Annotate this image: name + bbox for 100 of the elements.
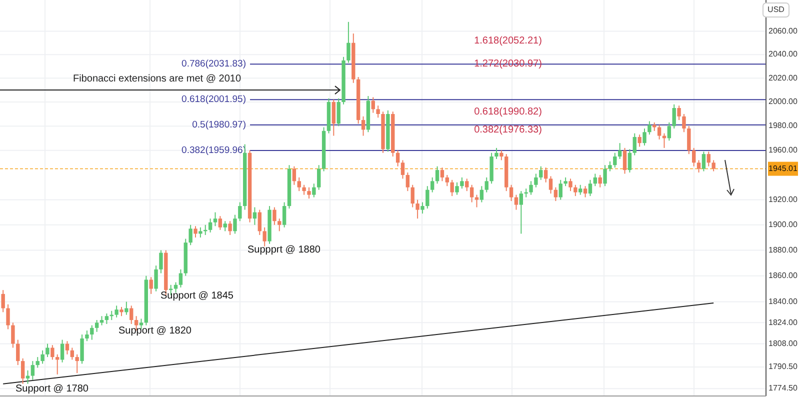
candlestick — [94, 320, 99, 332]
text: USD — [768, 5, 785, 14]
candlestick — [188, 224, 192, 246]
candlestick — [667, 122, 672, 142]
candlestick — [60, 339, 64, 363]
candlestick — [228, 220, 232, 236]
y-tick-label: 2000.00 — [768, 97, 798, 106]
candlestick — [80, 334, 84, 364]
y-tick-label: 1860.00 — [768, 270, 798, 280]
candlestick — [696, 160, 701, 173]
annotation: Support @ 1845 — [160, 290, 234, 302]
candlestick — [307, 186, 311, 200]
candlestick — [465, 178, 469, 192]
candlestick — [336, 98, 340, 127]
candlestick — [272, 206, 276, 226]
candlestick — [282, 202, 286, 228]
candlestick — [558, 179, 562, 200]
candlestick — [534, 173, 538, 188]
candlestick — [120, 306, 124, 317]
candlestick — [36, 356, 40, 368]
y-tick-label: 2060.00 — [768, 26, 798, 36]
annotation: 1.618(2052.21) — [474, 36, 542, 47]
candlestick — [85, 330, 89, 342]
candlestick — [238, 202, 242, 222]
candlestick — [312, 183, 316, 198]
candlestick — [416, 199, 420, 220]
candlestick — [332, 99, 336, 136]
candlestick — [16, 339, 20, 366]
candlestick — [302, 184, 306, 196]
ref-line-label: 0.618(2001.95) — [182, 94, 246, 106]
candlestick — [494, 147, 498, 160]
candlestick — [406, 172, 410, 192]
candlestick — [208, 218, 212, 233]
candlestick — [104, 312, 109, 324]
candlestick — [682, 114, 686, 133]
y-tick-label: 1960.00 — [768, 146, 798, 155]
candlestick — [317, 164, 321, 190]
candlestick — [30, 360, 35, 380]
candlestick — [410, 184, 414, 208]
candlestick — [519, 190, 523, 234]
candlestick — [198, 226, 202, 238]
candlestick — [613, 152, 617, 168]
candlestick — [628, 148, 632, 173]
annotation: 0.618(1990.82) — [474, 106, 542, 118]
candlestick — [460, 176, 464, 190]
annotation: Support @ 1780 — [16, 384, 89, 395]
candlestick — [712, 160, 716, 172]
candlestick — [213, 212, 218, 227]
candlestick — [544, 167, 548, 183]
candlestick — [648, 120, 652, 136]
y-tick-label: 1824.00 — [768, 318, 798, 327]
candlestick — [46, 343, 50, 358]
candlestick — [159, 250, 163, 274]
annotation: Suppprt @ 1880 — [248, 244, 321, 256]
candlestick — [100, 316, 104, 326]
ref-line-label: 1945.01 — [768, 164, 798, 173]
y-tick-label: 1880.00 — [768, 245, 798, 254]
candlestick — [642, 128, 646, 146]
candlestick — [554, 186, 558, 202]
candlestick — [75, 354, 79, 374]
candlestick — [500, 150, 504, 161]
candlestick — [174, 282, 178, 294]
candlestick — [672, 104, 676, 129]
y-tick-label: 2020.00 — [768, 73, 798, 82]
candlestick — [11, 322, 15, 348]
candlestick — [588, 179, 592, 197]
candlestick — [262, 226, 266, 247]
y-tick-label: 1840.00 — [768, 296, 798, 306]
candlestick — [702, 151, 706, 172]
candlestick — [470, 184, 474, 203]
candlestick — [149, 276, 153, 294]
candlestick — [124, 301, 128, 316]
candlestick — [539, 166, 543, 180]
candlestick — [252, 206, 257, 226]
candlestick — [598, 174, 602, 188]
candlestick — [435, 166, 440, 184]
y-tick-label: 1808.00 — [768, 338, 798, 348]
candlestick — [396, 150, 400, 167]
y-tick-label: 1980.00 — [768, 121, 798, 130]
candlestick — [223, 220, 227, 232]
candlestick — [218, 216, 222, 230]
candlestick — [400, 160, 405, 180]
candlestick — [154, 265, 158, 292]
candlestick — [361, 116, 366, 136]
candlestick — [622, 147, 627, 174]
candlestick — [574, 184, 578, 197]
candlestick — [440, 167, 444, 182]
candlestick — [474, 194, 479, 208]
annotation: 0.382(1976.33) — [474, 124, 542, 136]
candlestick — [618, 142, 622, 160]
candlestick — [292, 166, 296, 186]
candlestick — [450, 179, 454, 197]
candlestick — [114, 305, 118, 318]
candlestick — [692, 147, 696, 167]
candlestick — [1, 290, 5, 313]
candlestick — [40, 350, 44, 364]
y-tick-label: 1920.00 — [768, 194, 798, 204]
y-tick-label: 1900.00 — [768, 220, 798, 229]
candlestick — [65, 340, 70, 355]
candlestick — [178, 268, 183, 288]
